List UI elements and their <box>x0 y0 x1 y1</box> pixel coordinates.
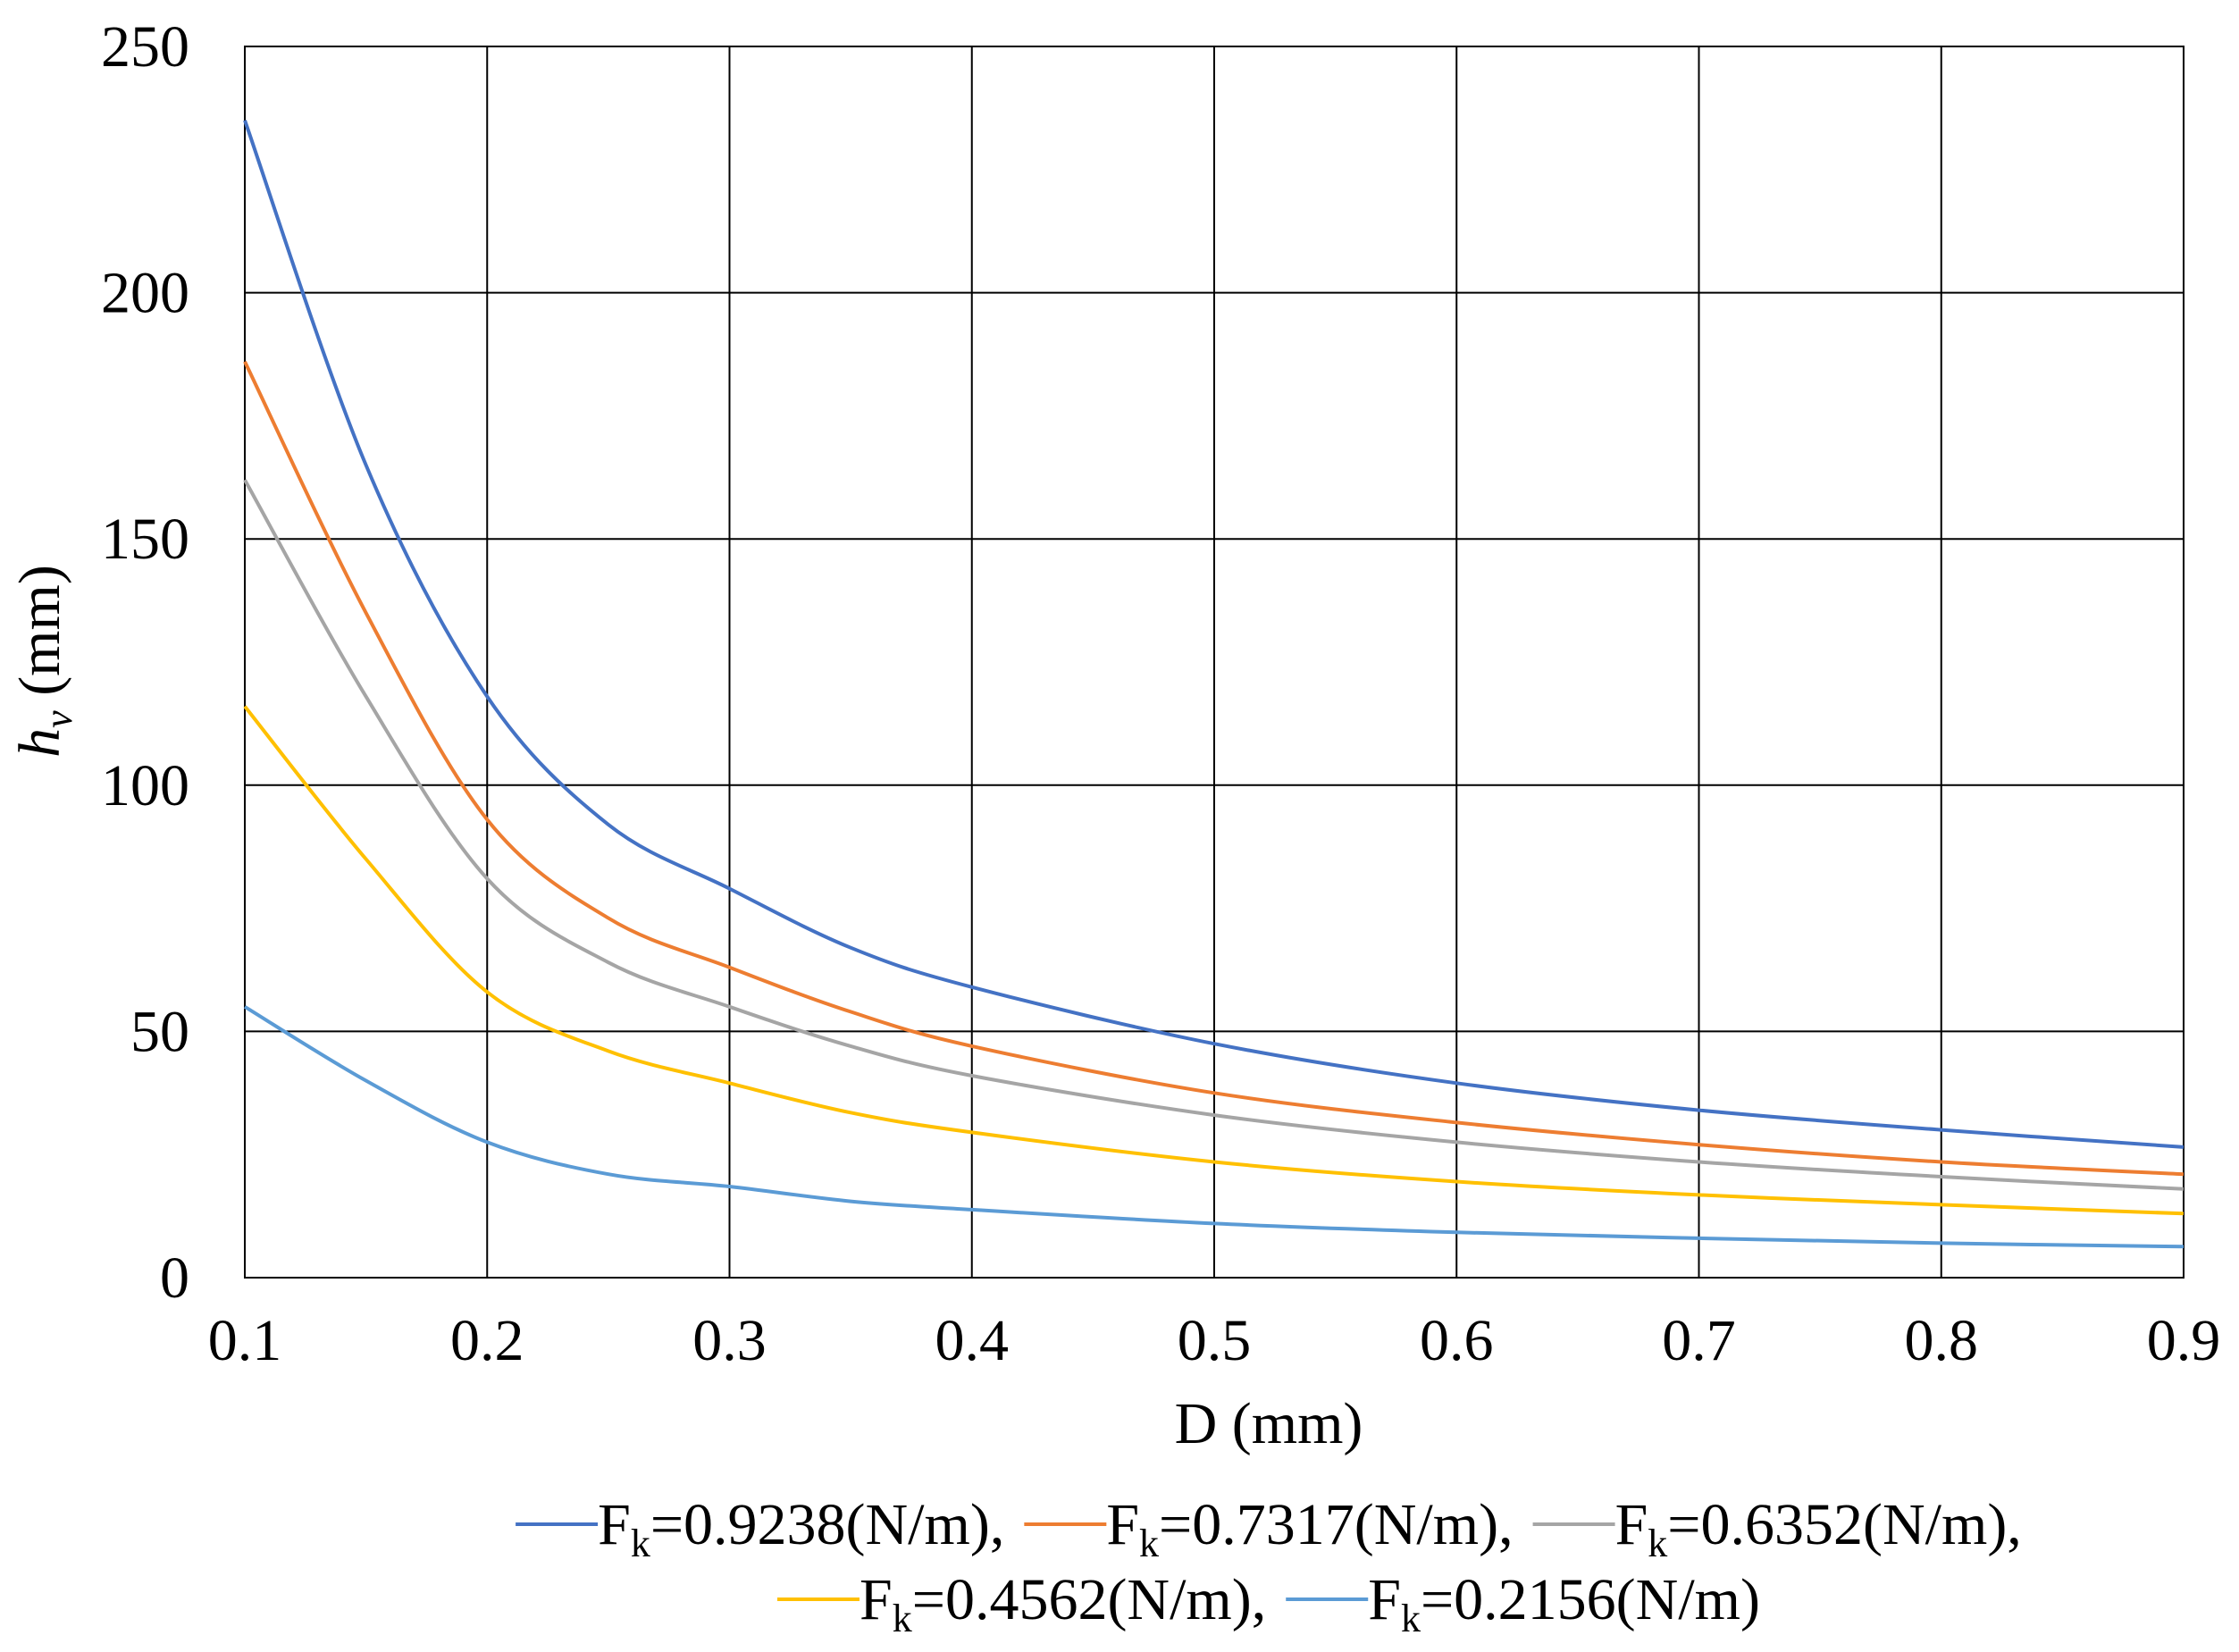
x-tick-label: 0.3 <box>692 1308 767 1373</box>
y-tick-label: 150 <box>101 507 189 572</box>
x-tick-label: 0.9 <box>2147 1308 2221 1373</box>
tick-labels: 0.1 0.2 0.3 0.4 0.5 0.6 0.7 0.8 0.9 0 50 100 150 200 2… <box>101 14 2220 1373</box>
legend-item: Fk=0.2156(N/m) <box>1286 1567 1760 1640</box>
series-line-2 <box>243 360 2184 1177</box>
x-tick-label: 0.2 <box>450 1308 524 1373</box>
legend-label: Fk=0.6352(N/m), <box>1615 1492 2022 1565</box>
grid <box>244 46 2184 1279</box>
x-tick-label: 0.7 <box>1662 1308 1736 1373</box>
y-tick-label: 200 <box>101 261 189 326</box>
legend-label: Fk=0.2156(N/m) <box>1368 1567 1760 1640</box>
series-line-3 <box>243 479 2184 1191</box>
legend-item: Fk=0.9238(N/m), <box>516 1492 1004 1565</box>
legend-label: Fk=0.7317(N/m), <box>1106 1492 1513 1565</box>
y-axis-title: hv (mm) <box>7 565 80 758</box>
y-tick-label: 0 <box>160 1245 189 1311</box>
y-axis-title-var: h <box>7 728 72 758</box>
legend-row: Fk=0.9238(N/m), Fk=0.7317(N/m), Fk=0.6352(… <box>516 1492 2022 1565</box>
legend-item: Fk=0.7317(N/m), <box>1024 1492 1514 1565</box>
series-line-5 <box>243 1005 2184 1249</box>
legend-label: Fk=0.4562(N/m), <box>860 1567 1266 1640</box>
x-tick-label: 0.4 <box>935 1308 1010 1373</box>
series-line-4 <box>243 705 2184 1216</box>
series-line-1 <box>243 120 2184 1149</box>
x-tick-label: 0.6 <box>1420 1308 1494 1373</box>
x-tick-label: 0.5 <box>1178 1308 1252 1373</box>
plot-frame <box>244 46 2184 1279</box>
x-tick-label: 0.8 <box>1905 1308 1979 1373</box>
y-tick-label: 250 <box>101 14 189 80</box>
y-tick-label: 100 <box>101 753 189 818</box>
series-lines <box>243 120 2184 1249</box>
legend-item: Fk=0.4562(N/m), <box>777 1567 1266 1640</box>
legend: Fk=0.9238(N/m), Fk=0.7317(N/m), Fk=0.6352(… <box>516 1492 2022 1640</box>
x-axis-title: D (mm) <box>1175 1391 1363 1456</box>
x-tick-label: 0.1 <box>208 1308 282 1373</box>
y-tick-label: 50 <box>130 999 189 1064</box>
y-axis-title-unit: (mm) <box>7 565 72 710</box>
legend-item: Fk=0.6352(N/m), <box>1532 1492 2022 1565</box>
legend-row: Fk=0.4562(N/m), Fk=0.2156(N/m) <box>777 1567 1760 1640</box>
legend-label: Fk=0.9238(N/m), <box>598 1492 1004 1565</box>
y-axis-title-sub: v <box>37 710 80 728</box>
